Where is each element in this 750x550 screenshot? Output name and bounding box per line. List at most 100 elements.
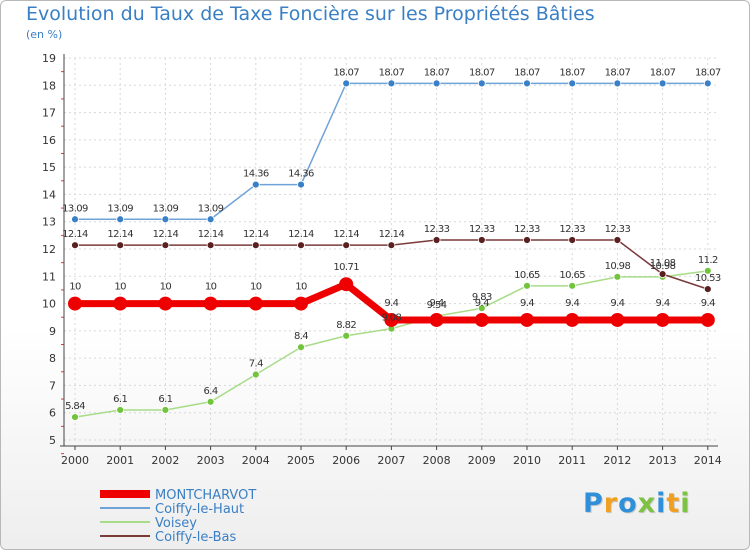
data-point	[523, 236, 531, 244]
data-point	[655, 312, 670, 327]
data-label: 11.08	[650, 258, 676, 269]
data-point	[251, 180, 260, 189]
data-label: 9.4	[384, 298, 398, 309]
logo-letter: x	[637, 488, 657, 519]
data-label: 9.4	[520, 298, 534, 309]
data-label: 14.36	[288, 169, 314, 180]
data-label: 13.09	[107, 203, 133, 214]
data-label: 12.33	[469, 224, 495, 235]
data-point	[523, 79, 531, 88]
data-point	[342, 331, 351, 340]
data-label: 14.36	[243, 169, 269, 180]
data-point	[71, 241, 79, 250]
y-tick-label: 11	[42, 270, 56, 283]
data-point	[474, 312, 489, 327]
x-tick-label: 2011	[558, 454, 586, 467]
x-tick-label: 2002	[151, 454, 179, 467]
data-point	[565, 312, 580, 327]
x-tick-label: 2006	[332, 454, 360, 467]
y-tick-label: 14	[42, 188, 56, 201]
data-labels: 13.09 13.09 13.09 13.09 14.36 14.36 18.07 18.07…	[62, 67, 721, 412]
data-point	[342, 241, 351, 250]
data-label: 12.14	[107, 229, 133, 240]
data-label: 9.83	[472, 292, 492, 303]
data-point	[568, 281, 577, 290]
data-point	[429, 312, 444, 327]
data-label: 10	[295, 282, 307, 293]
legend-label: Coiffy-le-Haut	[155, 502, 244, 517]
data-label: 6.1	[113, 394, 127, 405]
data-label: 12.14	[243, 229, 269, 240]
data-label: 18.07	[424, 67, 450, 78]
chart-subtitle: (en %)	[26, 28, 63, 41]
logo-letter: i	[680, 488, 691, 519]
data-label: 9.4	[475, 298, 489, 309]
data-point	[251, 370, 260, 379]
data-point	[297, 180, 305, 189]
x-tick-label: 2003	[197, 454, 225, 467]
y-tick-label: 5	[49, 434, 56, 447]
data-point	[658, 270, 667, 279]
data-point	[703, 79, 712, 88]
data-label: 12.33	[424, 224, 450, 235]
y-tick-label: 15	[42, 161, 56, 174]
data-label: 9.4	[565, 298, 579, 309]
data-point	[387, 241, 396, 250]
data-point	[161, 215, 170, 224]
x-tick-label: 2014	[694, 454, 722, 467]
data-point	[206, 397, 215, 406]
legend-label: Coiffy-le-Bas	[155, 530, 236, 545]
data-point	[477, 79, 486, 88]
y-tick-label: 7	[49, 379, 56, 392]
y-tick-label: 10	[42, 298, 56, 311]
data-point	[158, 296, 173, 311]
data-point	[384, 312, 399, 327]
data-label: 12.33	[605, 224, 631, 235]
y-tick-label: 17	[42, 107, 56, 120]
logo-letter: o	[618, 488, 638, 519]
logo-letter: i	[656, 488, 667, 519]
x-tick-label: 2009	[468, 454, 496, 467]
logo-letter: P	[583, 488, 604, 519]
data-label: 18.07	[695, 67, 721, 78]
data-point	[116, 406, 125, 414]
data-label: 12.14	[198, 229, 224, 240]
x-tick-label: 2007	[377, 454, 405, 467]
x-tick-label: 2001	[106, 454, 134, 467]
data-point	[113, 296, 128, 311]
data-label: 9.54	[427, 300, 447, 311]
series-group	[68, 79, 715, 421]
data-label: 18.07	[605, 67, 631, 78]
axes: 5 6 7 8 9 10 11 12 13 14 15 16 17 18 19 2000 2001 2002 200…	[42, 52, 722, 467]
y-tick-label: 6	[49, 407, 56, 420]
data-label: 10	[205, 282, 217, 293]
data-label: 7.4	[249, 359, 263, 370]
x-tick-label: 2005	[287, 454, 315, 467]
data-point	[203, 296, 218, 311]
data-label: 10.98	[605, 261, 631, 272]
data-label: 13.09	[198, 203, 224, 214]
data-point	[520, 312, 534, 327]
data-label: 12.33	[514, 224, 540, 235]
data-point	[703, 285, 712, 294]
data-point	[116, 215, 125, 224]
data-label: 8.82	[336, 320, 356, 331]
data-point	[342, 79, 351, 88]
y-tick-label: 19	[42, 52, 56, 65]
data-point	[294, 296, 308, 311]
data-point	[248, 296, 263, 311]
data-point	[339, 277, 354, 292]
data-label: 18.07	[650, 67, 676, 78]
data-point	[658, 79, 667, 88]
data-label: 6.1	[158, 394, 172, 405]
data-label: 10	[160, 282, 172, 293]
data-point	[568, 236, 577, 244]
legend-label: Voisey	[155, 516, 197, 531]
data-point	[161, 241, 170, 250]
logo-letter: t	[666, 488, 681, 519]
data-point	[71, 413, 79, 421]
data-label: 11.2	[698, 255, 718, 266]
data-label: 10.65	[514, 270, 540, 281]
